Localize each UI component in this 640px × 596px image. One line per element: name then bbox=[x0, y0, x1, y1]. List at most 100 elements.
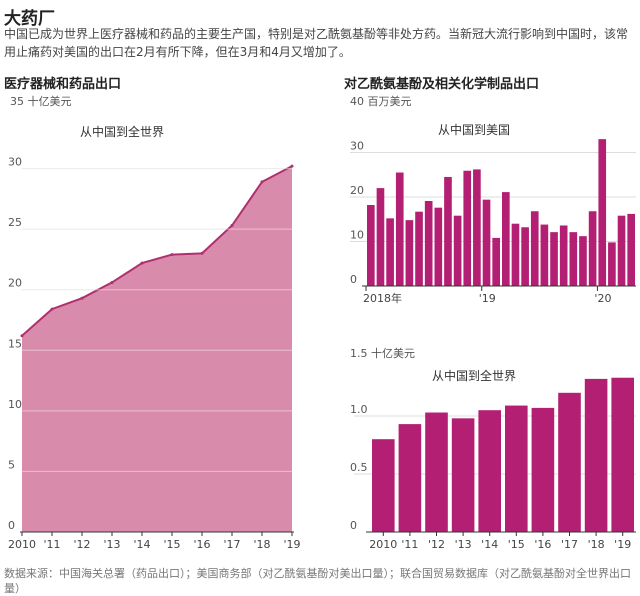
bar bbox=[424, 201, 433, 286]
y-tick-label: 20 bbox=[350, 184, 364, 197]
us-unit-label: 40 百万美元 bbox=[350, 95, 412, 108]
x-tick-label: '12 bbox=[428, 538, 445, 551]
bar bbox=[598, 139, 607, 286]
bar bbox=[550, 232, 558, 286]
us-acetaminophen-bar-chart: 0 10 20 30 2018年 '19 '20 从中国到美国 bbox=[350, 122, 636, 305]
graphic-subtitle: 中国已成为世界上医疗器械和药品的主要生产国，特别是对乙酰氨基酚等非处方药。当新冠… bbox=[4, 27, 629, 59]
bar bbox=[569, 232, 578, 286]
bar bbox=[558, 392, 581, 532]
chart-annotation: 从中国到全世界 bbox=[80, 124, 164, 139]
x-tick-label: '14 bbox=[133, 538, 150, 551]
x-tick-label: 2010 bbox=[8, 538, 36, 551]
x-tick-label: '19 bbox=[283, 538, 300, 551]
y-tick-label: 15 bbox=[8, 337, 22, 350]
bar bbox=[473, 169, 481, 286]
bar bbox=[540, 224, 549, 286]
bar bbox=[505, 405, 528, 532]
data-point bbox=[200, 251, 204, 255]
left-panel-title: 医疗器械和药品出口 bbox=[4, 77, 122, 92]
data-point bbox=[290, 164, 294, 168]
y-tick-label: 0 bbox=[8, 519, 15, 532]
y-tick-label: 5 bbox=[8, 458, 15, 471]
x-tick-label: '15 bbox=[163, 538, 180, 551]
x-tick-label: '18 bbox=[253, 538, 270, 551]
world-acetaminophen-bar-chart: 0 0.5 1.0 2010 '11 '12 '13 '14 '15 '16 '17 '18 '19 从中… bbox=[350, 368, 636, 551]
x-tick-label: '17 bbox=[223, 538, 240, 551]
bar bbox=[521, 227, 529, 286]
bar bbox=[611, 377, 634, 532]
data-point bbox=[140, 261, 144, 265]
data-point bbox=[80, 296, 84, 300]
x-tick-label: '13 bbox=[103, 538, 120, 551]
data-point bbox=[170, 253, 174, 257]
bar bbox=[398, 424, 422, 532]
x-tick-label: '12 bbox=[73, 538, 90, 551]
bar bbox=[478, 410, 501, 532]
bar bbox=[415, 211, 423, 286]
bar bbox=[588, 211, 597, 286]
bar bbox=[502, 192, 510, 286]
bar bbox=[627, 213, 635, 286]
x-tick-label: 2010 bbox=[369, 538, 397, 551]
bar bbox=[482, 199, 491, 286]
y-tick-label: 0 bbox=[350, 273, 357, 286]
area-fill bbox=[22, 166, 292, 533]
x-tick-label: '17 bbox=[561, 538, 578, 551]
bar bbox=[559, 225, 568, 286]
x-tick-label: '20 bbox=[594, 292, 611, 305]
bar bbox=[453, 215, 462, 286]
y-tick-label: 10 bbox=[350, 229, 364, 242]
y-tick-label: 20 bbox=[8, 277, 22, 290]
y-tick-label: 1.0 bbox=[350, 403, 368, 416]
right-panel-title: 对乙酰氨基酚及相关化学制品出口 bbox=[344, 77, 540, 92]
bar bbox=[434, 207, 443, 286]
x-tick-label: '11 bbox=[401, 538, 418, 551]
bar bbox=[372, 439, 395, 532]
chart-annotation: 从中国到全世界 bbox=[432, 368, 516, 383]
bar bbox=[530, 211, 539, 286]
bar bbox=[395, 172, 404, 286]
data-point bbox=[50, 307, 54, 311]
x-tick-label: '19 bbox=[614, 538, 631, 551]
x-tick-label: '15 bbox=[508, 538, 525, 551]
y-tick-label: 30 bbox=[350, 140, 364, 153]
bar bbox=[579, 236, 587, 286]
bar bbox=[451, 418, 475, 532]
bar bbox=[492, 237, 500, 286]
bar bbox=[376, 188, 385, 286]
y-tick-label: 30 bbox=[8, 156, 22, 169]
bar bbox=[425, 412, 448, 532]
data-point bbox=[20, 334, 24, 338]
left-unit-label: 35 十亿美元 bbox=[10, 95, 72, 108]
bar bbox=[531, 407, 555, 532]
chart-annotation: 从中国到美国 bbox=[438, 122, 510, 137]
bar bbox=[511, 223, 520, 286]
x-tick-label: '13 bbox=[455, 538, 472, 551]
world-acetaminophen-unit-label: 1.5 十亿美元 bbox=[350, 347, 415, 360]
data-point bbox=[110, 280, 114, 284]
y-tick-label: 10 bbox=[8, 398, 22, 411]
bar bbox=[584, 378, 608, 532]
x-tick-label: '14 bbox=[481, 538, 498, 551]
y-tick-label: 25 bbox=[8, 216, 22, 229]
world-exports-area-chart: 0 5 10 15 20 25 30 2010 '11 '12 '13 '14 '15 '16 '17 '18… bbox=[8, 124, 301, 551]
x-tick-label: 2018年 bbox=[363, 291, 402, 305]
bar bbox=[405, 220, 414, 286]
x-tick-label: '16 bbox=[534, 538, 551, 551]
area-line bbox=[21, 165, 293, 337]
data-point bbox=[230, 224, 234, 228]
bar bbox=[444, 176, 452, 286]
bar bbox=[463, 170, 472, 286]
data-point bbox=[260, 180, 264, 184]
x-tick-label: '18 bbox=[588, 538, 605, 551]
source-note: 数据来源：中国海关总署（药品出口）；美国商务部（对乙酰氨基酚对美出口量）；联合国… bbox=[4, 567, 631, 595]
x-tick-label: '19 bbox=[479, 292, 496, 305]
bar bbox=[608, 242, 616, 286]
y-tick-label: 0 bbox=[350, 519, 357, 532]
bar bbox=[367, 205, 375, 286]
bar bbox=[617, 215, 626, 286]
y-tick-label: 0.5 bbox=[350, 461, 368, 474]
x-tick-label: '11 bbox=[43, 538, 60, 551]
x-tick-label: '16 bbox=[193, 538, 210, 551]
